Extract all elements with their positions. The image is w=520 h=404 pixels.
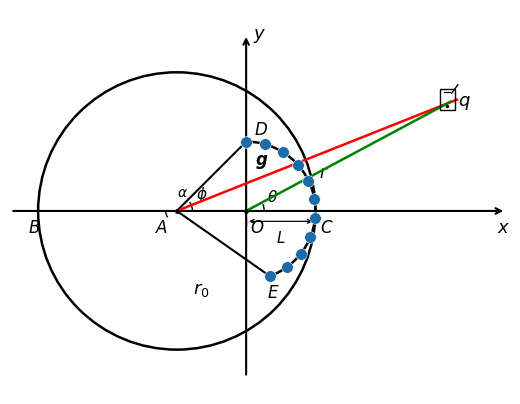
Point (266, 273, 274, 279)
Point (304, 177, 313, 184)
Text: $D$: $D$ (254, 121, 268, 139)
Text: $A$: $A$ (155, 219, 168, 237)
Point (306, 234, 315, 240)
Text: $E$: $E$ (267, 284, 280, 303)
Point (311, 215, 319, 221)
Text: $L$: $L$ (276, 229, 285, 246)
Bar (439, 89, 455, 110)
Text: $x$: $x$ (498, 219, 511, 237)
Point (296, 250, 305, 257)
Point (310, 196, 319, 202)
Point (293, 161, 302, 168)
Text: $\theta$: $\theta$ (267, 189, 278, 205)
Point (283, 264, 291, 270)
Text: $\phi$: $\phi$ (196, 185, 207, 204)
Point (279, 149, 287, 156)
Point (242, 139, 250, 145)
Text: $q$: $q$ (458, 95, 471, 112)
Text: $\boldsymbol{g}$: $\boldsymbol{g}$ (255, 153, 268, 171)
Text: $C$: $C$ (320, 219, 334, 237)
Text: $\alpha$: $\alpha$ (177, 186, 188, 200)
Text: $y$: $y$ (253, 27, 266, 45)
Text: $B$: $B$ (29, 219, 41, 237)
Text: $O$: $O$ (250, 219, 264, 237)
Text: $r$: $r$ (319, 164, 329, 182)
Point (261, 141, 269, 147)
Text: $r_0$: $r_0$ (193, 281, 210, 299)
